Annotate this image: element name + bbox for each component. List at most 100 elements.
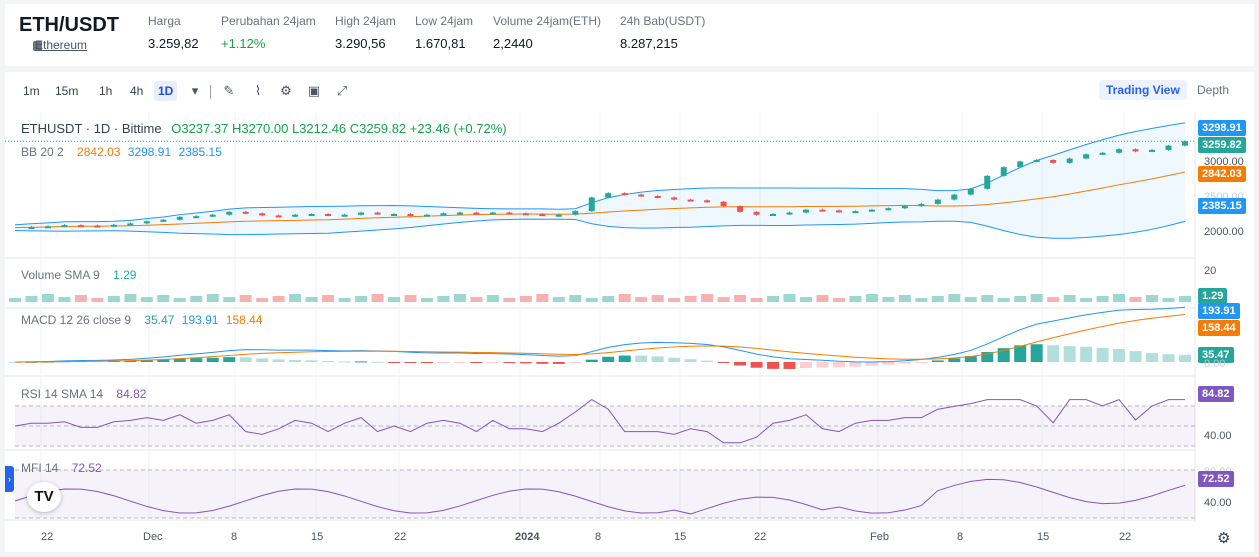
candle-body xyxy=(94,225,101,228)
volume-bar xyxy=(322,295,335,302)
macd-histogram-bar xyxy=(981,351,994,362)
candle-body xyxy=(308,214,315,216)
stat-label: Low 24jam xyxy=(415,14,474,28)
mfi-name: MFI 14 xyxy=(21,461,59,475)
chevron-down-icon[interactable]: ▾ xyxy=(191,83,199,98)
volume-bar xyxy=(948,294,961,302)
macd-histogram-bar xyxy=(9,362,21,363)
volume-axis-label: 20 xyxy=(1204,265,1217,277)
fullscreen-icon[interactable]: ⤢ xyxy=(336,83,348,98)
macd-histogram-bar xyxy=(272,359,285,362)
rsi-legend: RSI 14 SMA 14 84.82 xyxy=(21,387,146,401)
macd-histogram-bar xyxy=(371,361,384,363)
macd-histogram-bar xyxy=(849,362,862,367)
chart-panel[interactable]: 1m 15m 1h 4h 1D ▾ ✎ ⌇ ⚙ ▣ ⤢ Trading View Dep… xyxy=(5,72,1254,552)
volume-bar xyxy=(190,296,203,302)
settings-icon[interactable]: ⚙ xyxy=(280,83,292,98)
macd-histogram-bar xyxy=(420,362,433,364)
timeframe-1D[interactable]: 1D xyxy=(154,81,178,101)
volume-bar xyxy=(107,296,120,302)
candle-body xyxy=(1099,152,1106,155)
volume-bar xyxy=(767,296,780,302)
macd-histogram-bar xyxy=(750,362,763,368)
macd-histogram-bar xyxy=(519,362,532,364)
macd-signal-line xyxy=(14,313,1186,363)
volume-bar xyxy=(470,297,483,302)
timeframe-1m[interactable]: 1m xyxy=(23,84,40,98)
trading-view-button[interactable]: Trading View xyxy=(1099,80,1187,100)
chart-settings-icon[interactable]: ⚙ xyxy=(1217,530,1231,547)
date-axis-label: 15 xyxy=(1037,531,1050,543)
candle-body xyxy=(605,193,612,198)
save-icon[interactable]: ▣ xyxy=(307,83,321,98)
candle-body xyxy=(506,212,513,215)
stat-value: 3.290,56 xyxy=(335,36,386,51)
candle-body xyxy=(572,211,579,215)
mfi-band xyxy=(15,470,1195,518)
macd-histogram-bar xyxy=(898,362,911,364)
macd-histogram-bar xyxy=(1162,354,1175,362)
rsi-line xyxy=(14,399,1185,444)
candle-body xyxy=(737,206,744,212)
candle-body xyxy=(1066,158,1073,163)
macd-histogram-bar xyxy=(289,359,302,362)
indicator-icon[interactable]: ⌇ xyxy=(254,83,262,98)
candle-body xyxy=(852,211,859,214)
volume-bar xyxy=(668,298,681,302)
macd-axis-label: 0.00 xyxy=(1204,358,1226,370)
macd-histogram-bar xyxy=(552,362,565,364)
macd-histogram-bar xyxy=(931,360,944,362)
candle-body xyxy=(984,175,991,189)
candle-body xyxy=(819,209,826,212)
volume-bar xyxy=(898,295,911,302)
volume-bar xyxy=(404,295,417,302)
macd-histogram-bar xyxy=(453,362,466,363)
side-panel-toggle[interactable]: › xyxy=(5,466,14,492)
timeframe-4h[interactable]: 4h xyxy=(130,84,144,98)
volume-bar xyxy=(832,298,845,302)
timeframe-1h[interactable]: 1h xyxy=(99,84,113,98)
symbol-name-link[interactable]: Ethereum xyxy=(35,38,88,52)
draw-icon[interactable]: ✎ xyxy=(223,83,235,98)
candle-body xyxy=(967,188,974,195)
volume-bar xyxy=(503,298,516,302)
macd-histogram-bar xyxy=(157,359,170,362)
macd-histogram-bar xyxy=(915,362,928,363)
candle-body xyxy=(802,209,809,213)
macd-histogram-bar xyxy=(767,362,780,369)
volume-bar xyxy=(289,294,302,302)
depth-button[interactable]: Depth xyxy=(1197,83,1230,97)
macd-histogram-bar xyxy=(651,356,664,362)
main-legend: ETHUSDT · 1D · Bittime O3237.37 H3270.00… xyxy=(21,121,507,136)
volume-name: Volume SMA 9 xyxy=(21,268,100,282)
mfi-value: 72.52 xyxy=(71,461,102,475)
date-axis-label: 15 xyxy=(311,531,324,543)
volume-bar xyxy=(602,296,615,302)
volume-bar xyxy=(717,297,730,302)
bb-legend: BB 20 2 2842.03 3298.91 2385.15 xyxy=(21,145,222,159)
volume-bar xyxy=(272,296,285,302)
macd-histogram-bar xyxy=(355,361,368,363)
volume-bar xyxy=(964,297,977,302)
date-axis-label: 22 xyxy=(754,531,767,543)
candle-body xyxy=(1017,161,1024,168)
volume-bar xyxy=(783,294,796,302)
stat-label: High 24jam xyxy=(335,14,396,28)
bb-basis-line xyxy=(14,171,1186,229)
candle-body xyxy=(1165,145,1172,150)
chart-svg[interactable] xyxy=(5,72,1254,552)
volume-bar xyxy=(816,295,829,302)
candle-body xyxy=(407,214,414,216)
timeframe-15m[interactable]: 15m xyxy=(55,84,79,98)
macd-histogram-bar xyxy=(1030,344,1043,362)
candle-body xyxy=(226,211,233,215)
candle-body xyxy=(44,226,51,229)
macd-histogram-bar xyxy=(1063,346,1076,362)
candle-body xyxy=(621,193,628,196)
stat-5: 24h Bab(USDT) 8.287,215 xyxy=(620,14,705,51)
candle-body xyxy=(193,216,200,219)
volume-bar xyxy=(536,294,549,302)
volume-bar xyxy=(1014,296,1027,302)
candle-body xyxy=(1000,167,1007,176)
candle-body xyxy=(1033,160,1040,162)
